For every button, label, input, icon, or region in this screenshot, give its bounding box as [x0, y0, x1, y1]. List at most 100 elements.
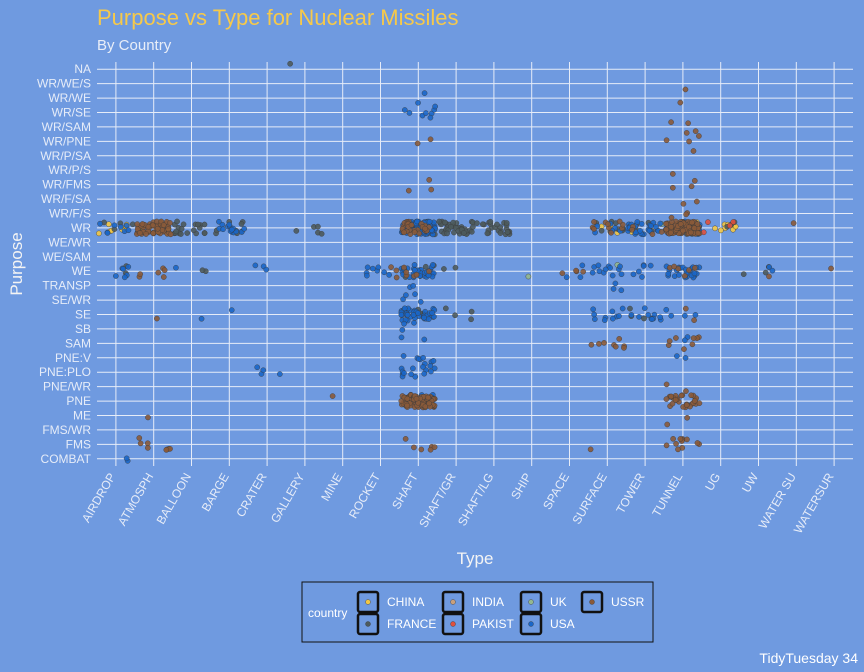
y-tick-label: COMBAT: [41, 452, 92, 466]
data-point-ussr: [629, 227, 635, 233]
data-point-ussr: [663, 442, 670, 449]
x-tick-label: TUNNEL: [649, 470, 685, 519]
data-point-usa: [252, 262, 259, 269]
data-point-pakist: [730, 219, 737, 225]
data-point-ussr: [675, 446, 681, 453]
data-point-ussr: [694, 221, 701, 227]
data-point-usa: [364, 264, 371, 271]
legend-label: UK: [550, 595, 567, 609]
y-tick-label: SB: [75, 322, 91, 336]
data-point-france: [479, 221, 486, 227]
legend-key-box: [441, 612, 465, 636]
data-point-ussr: [573, 267, 579, 274]
legend-key-box: [356, 612, 380, 636]
data-point-france: [452, 312, 458, 319]
data-point-usa: [381, 269, 387, 276]
data-point-ussr: [401, 229, 407, 236]
data-point-usa: [648, 223, 654, 229]
data-point-usa: [398, 311, 405, 318]
y-tick-label: FMS/WR: [42, 423, 91, 437]
data-point-ussr: [680, 201, 687, 207]
data-point-ussr: [139, 221, 146, 227]
x-tick-label: TOWER: [613, 470, 648, 516]
data-point-usa: [682, 337, 688, 344]
data-point-ussr: [393, 267, 400, 274]
data-point-ussr: [691, 317, 697, 323]
data-point-usa: [402, 107, 408, 113]
data-point-ussr: [686, 267, 692, 273]
data-point-ussr: [403, 269, 410, 275]
data-point-france: [436, 218, 443, 225]
data-point-ussr: [663, 221, 669, 227]
data-point-ussr: [588, 341, 595, 348]
y-tick-label: WE/WR: [48, 235, 91, 249]
data-point-france: [178, 231, 184, 237]
data-point-ussr: [696, 133, 702, 139]
legend-key-ussr: [589, 599, 595, 605]
data-point-ussr: [790, 220, 797, 226]
data-point-ussr: [690, 335, 697, 341]
data-point-ussr: [696, 400, 703, 407]
y-tick-label: WR/SAM: [42, 120, 91, 134]
data-point-pakist: [705, 219, 711, 225]
data-point-ussr: [691, 177, 698, 184]
y-axis-title: Purpose: [7, 232, 26, 295]
data-point-ussr: [161, 267, 168, 273]
data-point-france: [201, 221, 208, 228]
x-axis-title: Type: [457, 549, 494, 568]
data-point-france: [448, 223, 454, 230]
data-point-france: [503, 220, 510, 226]
data-point-usa: [579, 262, 586, 269]
data-point-usa: [403, 292, 409, 298]
data-point-ussr: [680, 227, 686, 234]
data-point-ussr: [416, 230, 423, 237]
data-point-usa: [616, 313, 622, 319]
data-point-ussr: [404, 395, 411, 402]
data-point-usa: [120, 266, 126, 272]
data-point-ussr: [426, 400, 432, 407]
data-point-usa: [241, 226, 248, 232]
y-tick-label: WR/FMS: [42, 178, 91, 192]
data-point-ussr: [673, 335, 679, 341]
data-point-ussr: [587, 446, 594, 453]
data-point-usa: [364, 272, 370, 279]
data-point-ussr: [689, 341, 696, 348]
y-tick-label: SAM: [65, 336, 91, 350]
data-point-usa: [417, 299, 424, 305]
data-point-france: [238, 221, 245, 227]
data-point-uk: [525, 273, 532, 280]
data-point-ussr: [691, 225, 698, 231]
data-point-usa: [277, 371, 283, 377]
data-point-usa: [676, 272, 682, 278]
x-tick-label: WATER SU: [756, 471, 799, 532]
data-point-ussr: [682, 305, 689, 312]
data-point-ussr: [401, 264, 407, 271]
data-point-ussr: [670, 436, 676, 442]
data-point-usa: [401, 305, 408, 312]
x-tick-label: MINE: [318, 471, 345, 504]
data-point-usa: [123, 455, 130, 462]
data-point-ussr: [668, 393, 674, 400]
chart-title: Purpose vs Type for Nuclear Missiles: [97, 5, 459, 30]
y-tick-label: WR/F/SA: [41, 192, 91, 206]
data-point-ussr: [591, 219, 597, 225]
data-point-usa: [370, 265, 376, 272]
data-point-usa: [592, 316, 598, 322]
data-point-ussr: [137, 440, 144, 447]
data-point-usa: [577, 274, 584, 280]
data-point-usa: [640, 263, 647, 269]
data-point-ussr: [692, 128, 699, 134]
data-point-usa: [401, 370, 407, 376]
data-point-usa: [602, 266, 609, 273]
data-point-france: [173, 228, 180, 235]
data-point-ussr: [664, 421, 671, 428]
data-point-france: [497, 230, 504, 236]
data-point-ussr: [683, 130, 690, 136]
x-tick-label: UG: [702, 471, 723, 494]
data-point-usa: [612, 280, 619, 287]
data-point-ussr: [669, 400, 676, 407]
data-point-usa: [411, 262, 418, 268]
data-point-usa: [657, 220, 664, 227]
x-tick-label: SHAFT/GR: [416, 470, 459, 530]
